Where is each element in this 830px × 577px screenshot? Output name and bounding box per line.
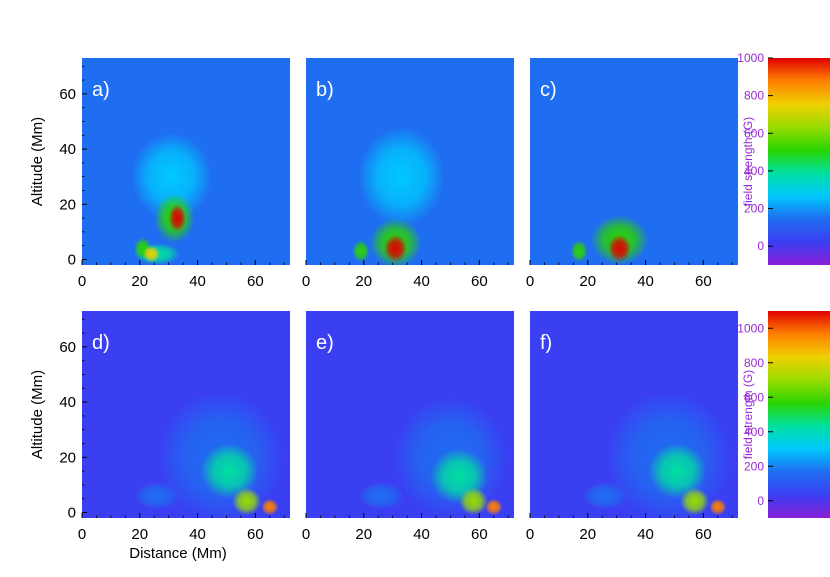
colorbars-group: 0 200 400 600 800 1000 field strength (G) 0 200 4… [737, 51, 830, 518]
x-tick-label: 60 [695, 526, 712, 543]
colorbar-tick-label: 800 [744, 356, 764, 370]
heatmap-field [582, 391, 733, 518]
x-tick-label: 20 [579, 526, 596, 543]
x-axis-title: Distance (Mm) [129, 545, 227, 562]
panel-e: e) 0 20 40 60 [302, 311, 514, 543]
heatmap-field [352, 126, 445, 265]
panel-b: b) 0 20 40 60 [302, 58, 514, 290]
y-tick-label: 40 [59, 141, 76, 158]
y-tick-label: 40 [59, 394, 76, 411]
field-blob [142, 245, 160, 263]
x-tick-label: 40 [637, 273, 654, 290]
x-tick-label: 60 [471, 273, 488, 290]
x-tick-label: 0 [526, 273, 534, 290]
heatmap-field [134, 391, 285, 518]
field-blob [680, 487, 710, 516]
x-tick-label: 0 [78, 273, 86, 290]
field-blob [131, 132, 212, 221]
y-tick-label: 60 [59, 339, 76, 356]
panel-label: c) [540, 79, 557, 101]
panel-a: a) 0 20 40 60 0 20 40 60 Altitude (Mm) [29, 58, 290, 290]
field-blob [459, 487, 488, 516]
panel-label: e) [316, 332, 334, 354]
colorbar-tick-label: 400 [744, 425, 764, 439]
y-tick-label: 20 [59, 449, 76, 466]
colorbar-2: 0 200 400 600 800 1000 field strength (G) [737, 311, 830, 518]
field-blob [384, 234, 408, 263]
panel-f: f) 0 20 40 60 [526, 311, 738, 543]
field-blob [608, 234, 632, 263]
y-tick-label: 0 [68, 251, 76, 268]
panel-label: d) [92, 332, 110, 354]
colorbar-tick-label: 200 [744, 202, 764, 216]
x-tick-label: 20 [355, 526, 372, 543]
colorbar-title: field strength (G) [741, 370, 755, 459]
x-tick-label: 20 [131, 273, 148, 290]
colorbar-gradient [768, 58, 830, 265]
x-tick-label: 40 [413, 273, 430, 290]
field-blob [232, 487, 262, 516]
y-tick-label: 20 [59, 196, 76, 213]
field-blob [134, 482, 181, 510]
field-blob [648, 443, 707, 499]
x-tick-label: 40 [189, 273, 206, 290]
x-tick-label: 20 [131, 526, 148, 543]
y-axis-title: Altitude (Mm) [29, 370, 46, 459]
heatmap-field [570, 138, 669, 265]
colorbar-tick-label: 400 [744, 164, 764, 178]
colorbar-tick-label: 1000 [737, 321, 764, 335]
colorbar-tick-label: 600 [744, 390, 764, 404]
x-tick-label: 0 [526, 526, 534, 543]
x-tick-label: 40 [637, 526, 654, 543]
x-tick-label: 0 [78, 526, 86, 543]
field-blob [261, 498, 279, 516]
heatmap-field [131, 132, 212, 265]
colorbar-tick-label: 800 [744, 89, 764, 103]
field-blob [485, 498, 503, 516]
field-blob [582, 482, 629, 510]
y-tick-label: 60 [59, 86, 76, 103]
colorbar-tick-label: 0 [757, 494, 764, 508]
colorbar-gradient [768, 311, 830, 518]
field-blob [168, 204, 186, 232]
panel-label: a) [92, 79, 110, 101]
field-blob [358, 482, 405, 510]
x-tick-label: 60 [247, 526, 264, 543]
y-tick-label: 0 [68, 504, 76, 521]
field-blob [709, 498, 727, 516]
panel-d: d) 0 20 40 60 0 20 40 60 Altitude (Mm) Distance (M… [29, 311, 290, 562]
x-tick-label: 60 [247, 273, 264, 290]
x-tick-label: 20 [579, 273, 596, 290]
x-tick-label: 0 [302, 273, 310, 290]
colorbar-tick-label: 0 [757, 239, 764, 253]
x-tick-label: 0 [302, 526, 310, 543]
x-tick-label: 40 [189, 526, 206, 543]
x-tick-label: 60 [471, 526, 488, 543]
colorbar-1: 0 200 400 600 800 1000 field strength (G) [737, 51, 830, 265]
heatmap-field [358, 396, 509, 518]
colorbar-tick-label: 600 [744, 126, 764, 140]
panel-label: f) [540, 332, 552, 354]
x-tick-label: 20 [355, 273, 372, 290]
field-blob [582, 138, 669, 227]
field-blob [358, 126, 445, 227]
colorbar-title: field strength (G) [741, 117, 755, 206]
x-tick-label: 60 [695, 273, 712, 290]
field-blob [200, 443, 259, 499]
y-axis-title: Altitude (Mm) [29, 117, 46, 206]
colorbar-tick-label: 1000 [737, 51, 764, 65]
x-tick-label: 40 [413, 526, 430, 543]
panel-label: b) [316, 79, 334, 101]
colorbar-tick-label: 200 [744, 459, 764, 473]
field-blob [352, 240, 370, 263]
panel-c: c) 0 20 40 60 [526, 58, 738, 290]
field-blob [570, 240, 588, 263]
